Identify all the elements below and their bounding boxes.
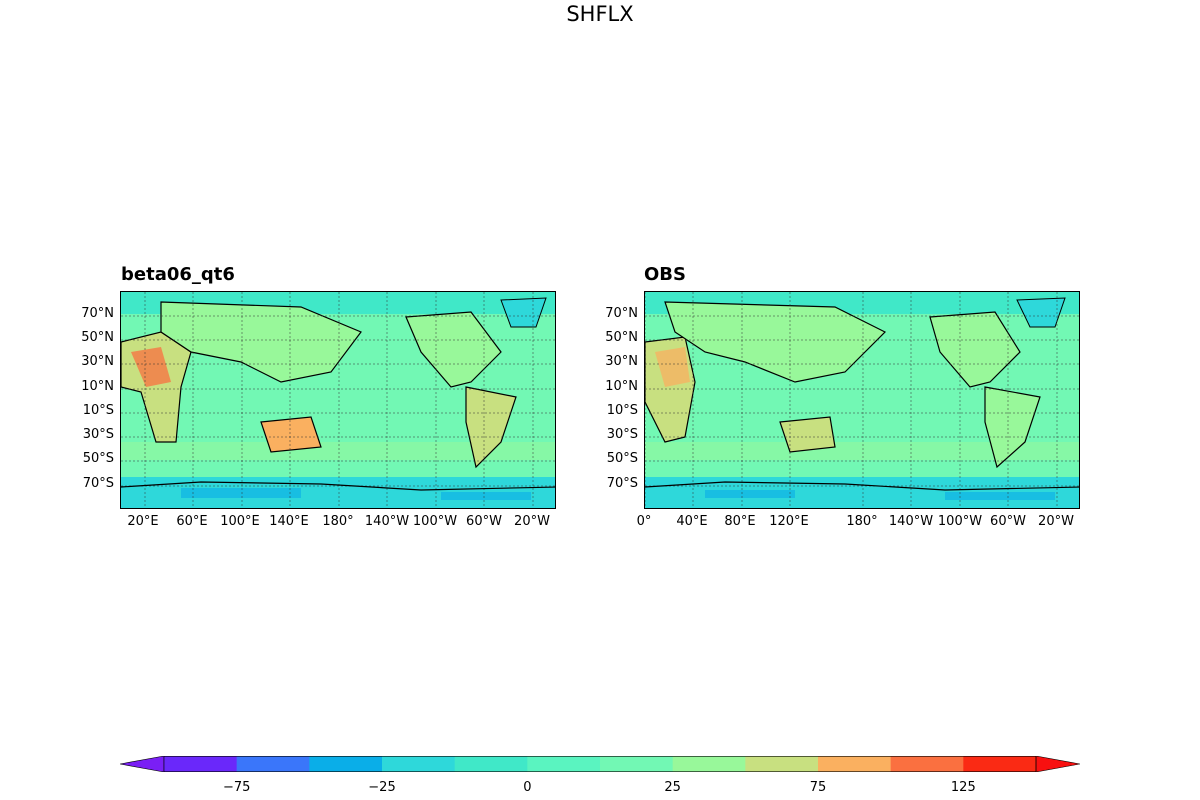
y-tick-label: 70°N [81, 306, 114, 321]
x-tick-label: 180° [322, 514, 354, 529]
y-tick-label: 50°N [605, 330, 638, 345]
x-tick-label: 120°E [769, 514, 809, 529]
x-tick-label: 0° [636, 514, 652, 529]
x-tick-label: 140°W [364, 514, 410, 529]
colorbar-bin [963, 756, 1037, 772]
y-tick-label: 30°N [605, 354, 638, 369]
x-tick-label: 40°E [676, 514, 708, 529]
colorbar-bin [745, 756, 819, 772]
y-tick-label: 70°S [82, 476, 114, 491]
x-tick-label: 60°W [466, 514, 502, 529]
colorbar-tick-label: 25 [664, 780, 681, 795]
colorbar-bin [164, 756, 238, 772]
x-tick-label: 140°W [888, 514, 934, 529]
colorbar-bin [672, 756, 746, 772]
colorbar-bin [527, 756, 601, 772]
colorbar-tick-label: −25 [368, 780, 396, 795]
y-tick-label: 50°S [82, 451, 114, 466]
x-tick-label: 100°W [412, 514, 458, 529]
colorbar-bin [890, 756, 964, 772]
y-tick-label: 10°S [606, 403, 638, 418]
x-tick-label: 20°E [127, 514, 159, 529]
y-tick-label: 10°S [82, 403, 114, 418]
figure-title: SHFLX [566, 2, 634, 26]
colorbar-svg [119, 755, 1081, 773]
y-tick-label: 30°N [81, 354, 114, 369]
map-panel-model [120, 291, 556, 509]
x-tick-label: 60°E [176, 514, 208, 529]
y-tick-label: 30°S [606, 427, 638, 442]
colorbar-bin [600, 756, 674, 772]
y-tick-label: 10°N [605, 379, 638, 394]
x-tick-label: 180° [846, 514, 878, 529]
colorbar-bin [818, 756, 892, 772]
map-panel-obs [644, 291, 1080, 509]
x-tick-label: 20°W [514, 514, 550, 529]
y-tick-label: 10°N [81, 379, 114, 394]
x-tick-label: 140°E [269, 514, 309, 529]
colorbar-bin [236, 756, 310, 772]
colorbar-bin [309, 756, 383, 772]
panel-title-obs: OBS [644, 264, 686, 285]
colorbar-bin [382, 756, 456, 772]
y-tick-label: 50°N [81, 330, 114, 345]
colorbar-frame [163, 756, 1037, 772]
colorbar-tick-label: 75 [809, 780, 827, 795]
colorbar-extend-high [1035, 755, 1081, 773]
colorbar-tick-label: 0 [523, 780, 532, 795]
y-tick-label: 70°S [606, 476, 638, 491]
x-tick-label: 60°W [990, 514, 1026, 529]
x-tick-label: 20°W [1038, 514, 1074, 529]
colorbar-bin [454, 756, 528, 772]
colorbar-tick-label: 125 [950, 780, 976, 795]
y-tick-label: 50°S [606, 451, 638, 466]
colorbar-tick-label: −75 [222, 780, 251, 795]
y-tick-label: 70°N [605, 306, 638, 321]
x-tick-label: 100°W [937, 514, 983, 529]
x-tick-label: 100°E [220, 514, 260, 529]
y-tick-label: 30°S [82, 427, 114, 442]
colorbar [119, 755, 1081, 773]
panel-title-model: beta06_qt6 [121, 264, 235, 285]
colorbar-extend-low [119, 755, 165, 773]
x-tick-label: 80°E [724, 514, 756, 529]
map-svg-obs [645, 292, 1079, 508]
map-svg-model [121, 292, 555, 508]
